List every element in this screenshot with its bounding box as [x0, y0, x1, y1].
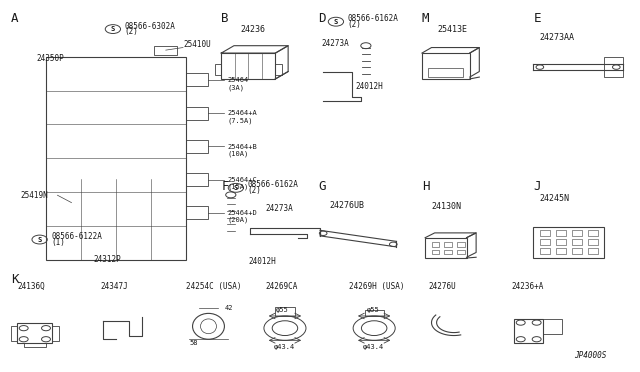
- Bar: [425, 238, 467, 258]
- Text: 24276UB: 24276UB: [330, 201, 365, 210]
- Text: 24012H: 24012H: [355, 82, 383, 91]
- Text: (2): (2): [348, 20, 361, 29]
- Bar: [24, 343, 46, 347]
- Text: 24276U: 24276U: [428, 282, 456, 291]
- Text: φ43.4: φ43.4: [274, 344, 295, 350]
- Text: 24312P: 24312P: [94, 255, 122, 264]
- Text: 25464+C
(15A): 25464+C (15A): [228, 177, 257, 190]
- Bar: [540, 230, 550, 236]
- Text: 24350P: 24350P: [36, 54, 64, 63]
- Bar: [431, 243, 439, 247]
- Text: 08566-6162A: 08566-6162A: [247, 180, 298, 189]
- Bar: [588, 239, 598, 245]
- Bar: [444, 243, 452, 247]
- Text: 25413E: 25413E: [438, 25, 468, 34]
- Bar: [543, 319, 562, 334]
- Text: 25419N: 25419N: [20, 191, 48, 200]
- Text: 24236+A: 24236+A: [511, 282, 543, 291]
- Bar: [275, 64, 282, 75]
- Text: 24130N: 24130N: [431, 202, 461, 211]
- Text: 24136Q: 24136Q: [17, 282, 45, 291]
- Bar: [604, 57, 623, 77]
- Text: 24269H (USA): 24269H (USA): [349, 282, 404, 291]
- Bar: [588, 248, 598, 254]
- Bar: [534, 227, 604, 258]
- Text: JP4000S: JP4000S: [574, 350, 607, 359]
- Text: φ55: φ55: [367, 307, 380, 313]
- Bar: [540, 248, 550, 254]
- Bar: [275, 307, 294, 316]
- Text: φ43.4: φ43.4: [362, 344, 383, 350]
- Text: S: S: [111, 26, 115, 32]
- Bar: [556, 248, 566, 254]
- Bar: [457, 243, 465, 247]
- Text: 24269CA: 24269CA: [266, 282, 298, 291]
- Bar: [365, 310, 384, 316]
- Text: 25464+B
(10A): 25464+B (10A): [228, 144, 257, 157]
- Text: H: H: [422, 180, 429, 193]
- Bar: [186, 107, 209, 119]
- Bar: [556, 239, 566, 245]
- Bar: [540, 239, 550, 245]
- Text: G: G: [318, 180, 326, 193]
- Text: J: J: [534, 180, 541, 193]
- Text: 25464+A
(7.5A): 25464+A (7.5A): [228, 110, 257, 124]
- Text: 25464
(3A): 25464 (3A): [228, 77, 249, 90]
- Text: (1): (1): [51, 238, 65, 247]
- Bar: [457, 250, 465, 254]
- Text: 24254C (USA): 24254C (USA): [186, 282, 242, 291]
- Bar: [588, 230, 598, 236]
- Text: (2): (2): [247, 186, 261, 195]
- Bar: [444, 250, 452, 254]
- Text: 24236: 24236: [241, 25, 266, 34]
- Bar: [572, 239, 582, 245]
- Bar: [11, 326, 17, 341]
- Text: 24273A: 24273A: [321, 39, 349, 48]
- Text: 24347J: 24347J: [100, 282, 128, 291]
- Bar: [186, 173, 209, 186]
- Bar: [215, 64, 221, 75]
- Bar: [17, 323, 52, 343]
- Text: E: E: [534, 13, 541, 25]
- Bar: [52, 326, 59, 341]
- Text: 08566-6122A: 08566-6122A: [51, 232, 102, 241]
- Bar: [221, 53, 275, 79]
- Text: 24245N: 24245N: [540, 194, 570, 203]
- Bar: [572, 248, 582, 254]
- Text: 58: 58: [189, 340, 198, 346]
- Text: 08566-6302A: 08566-6302A: [124, 22, 175, 31]
- Text: 25464+D
(20A): 25464+D (20A): [228, 210, 257, 224]
- Bar: [515, 319, 543, 343]
- Text: M: M: [422, 13, 429, 25]
- Text: F: F: [221, 180, 228, 193]
- Bar: [186, 140, 209, 153]
- Bar: [431, 250, 439, 254]
- Text: 25410U: 25410U: [183, 40, 211, 49]
- Text: S: S: [38, 237, 42, 243]
- Text: 24012H: 24012H: [248, 257, 276, 266]
- Bar: [572, 230, 582, 236]
- Bar: [428, 68, 463, 77]
- Bar: [186, 206, 209, 219]
- Text: B: B: [221, 13, 228, 25]
- Text: D: D: [318, 13, 326, 25]
- Bar: [186, 73, 209, 86]
- Bar: [46, 57, 186, 260]
- Bar: [422, 53, 470, 79]
- Bar: [154, 46, 177, 55]
- Text: K: K: [11, 273, 19, 286]
- Text: S: S: [334, 19, 338, 25]
- Bar: [556, 230, 566, 236]
- Text: 42: 42: [225, 305, 233, 311]
- Text: φ55: φ55: [275, 307, 288, 313]
- Text: S: S: [234, 185, 238, 191]
- Text: A: A: [11, 13, 19, 25]
- Text: 08566-6162A: 08566-6162A: [348, 14, 398, 23]
- Text: 24273A: 24273A: [266, 203, 294, 213]
- Text: 24273AA: 24273AA: [540, 33, 575, 42]
- Text: (2): (2): [124, 27, 138, 36]
